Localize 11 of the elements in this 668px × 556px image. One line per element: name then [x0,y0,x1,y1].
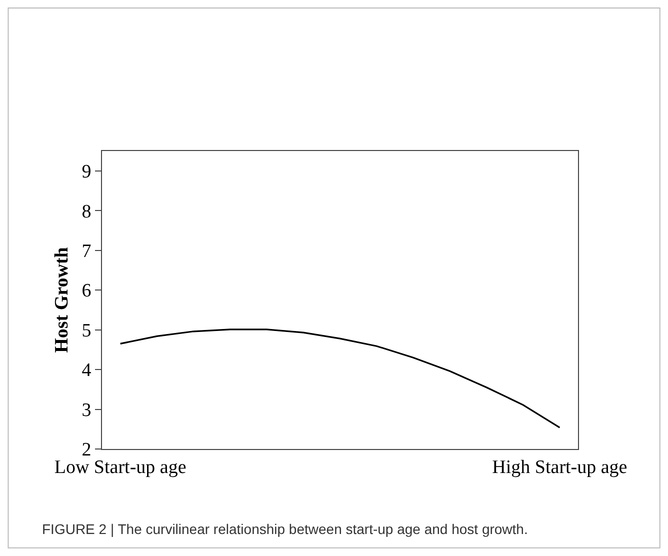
y-tick-label: 5 [82,320,92,342]
y-tick-label: 4 [82,360,92,382]
y-tick-label: 9 [82,162,92,183]
x-tick-label: High Start-up age [492,456,628,478]
y-tick-label: 3 [82,400,92,421]
caption: FIGURE 2 | The curvilinear relationship between start-up age and host growth. [42,521,528,537]
y-tick-label: 6 [82,280,92,302]
line-series [120,328,560,428]
y-axis-title: Host Growth [52,246,73,353]
y-tick-label: 8 [82,201,92,222]
y-tick-label: 7 [82,240,92,262]
